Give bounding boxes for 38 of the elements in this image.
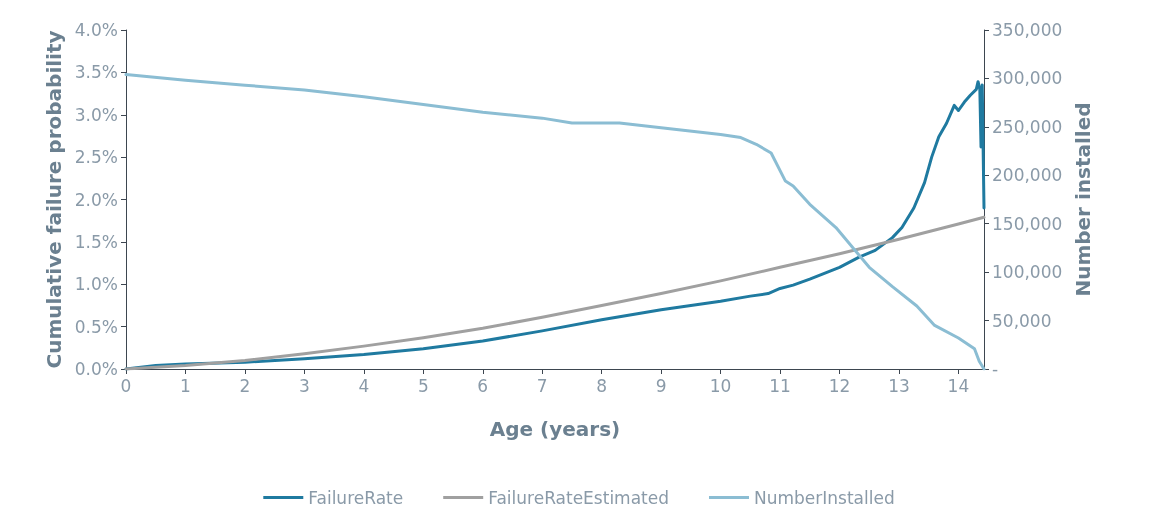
y2-tick-label: 250,000 bbox=[992, 116, 1063, 137]
y2-tick-label: - bbox=[992, 359, 999, 379]
x-tick-label: 4 bbox=[358, 375, 370, 396]
x-tick-label: 13 bbox=[888, 375, 910, 396]
x-tick-label: 11 bbox=[769, 375, 791, 396]
y-tick-label: 3.5% bbox=[74, 62, 118, 83]
legend-label: FailureRate bbox=[308, 487, 404, 508]
x-tick-label: 10 bbox=[709, 375, 732, 396]
y2-axis-title: Number installed bbox=[1071, 102, 1096, 297]
x-tick-label: 6 bbox=[477, 375, 489, 396]
x-tick-label: 12 bbox=[828, 375, 851, 396]
x-tick-label: 8 bbox=[596, 375, 608, 396]
y2-tick-label: 50,000 bbox=[992, 310, 1052, 331]
y2-tick-label: 150,000 bbox=[992, 213, 1063, 234]
legend-label: FailureRateEstimated bbox=[488, 487, 669, 508]
y2-tick-label: 100,000 bbox=[992, 262, 1063, 283]
x-tick-label: 3 bbox=[298, 375, 310, 396]
y2-tick-label: 350,000 bbox=[992, 20, 1063, 40]
y2-tick-label: 300,000 bbox=[992, 68, 1063, 89]
y-tick-label: 3.0% bbox=[74, 104, 118, 125]
y-tick-label: 2.0% bbox=[74, 189, 118, 210]
x-tick-label: 9 bbox=[655, 375, 667, 396]
y-tick-label: 4.0% bbox=[74, 20, 118, 40]
y-tick-label: 0.0% bbox=[74, 359, 118, 379]
y-tick-label: 1.5% bbox=[74, 231, 118, 252]
y-axis-title: Cumulative failure probability bbox=[41, 30, 66, 369]
x-tick-label: 0 bbox=[120, 375, 132, 396]
x-tick-label: 7 bbox=[536, 375, 548, 396]
x-axis-title: Age (years) bbox=[489, 417, 621, 441]
y-tick-label: 0.5% bbox=[74, 316, 118, 337]
x-tick-label: 1 bbox=[180, 375, 191, 396]
legend-label: NumberInstalled bbox=[753, 487, 895, 508]
y-tick-label: 2.5% bbox=[74, 147, 118, 168]
x-tick-label: 2 bbox=[239, 375, 251, 396]
y2-tick-label: 200,000 bbox=[992, 165, 1063, 186]
x-tick-label: 14 bbox=[947, 375, 970, 396]
y-tick-label: 1.0% bbox=[74, 274, 118, 295]
x-tick-label: 5 bbox=[417, 375, 429, 396]
